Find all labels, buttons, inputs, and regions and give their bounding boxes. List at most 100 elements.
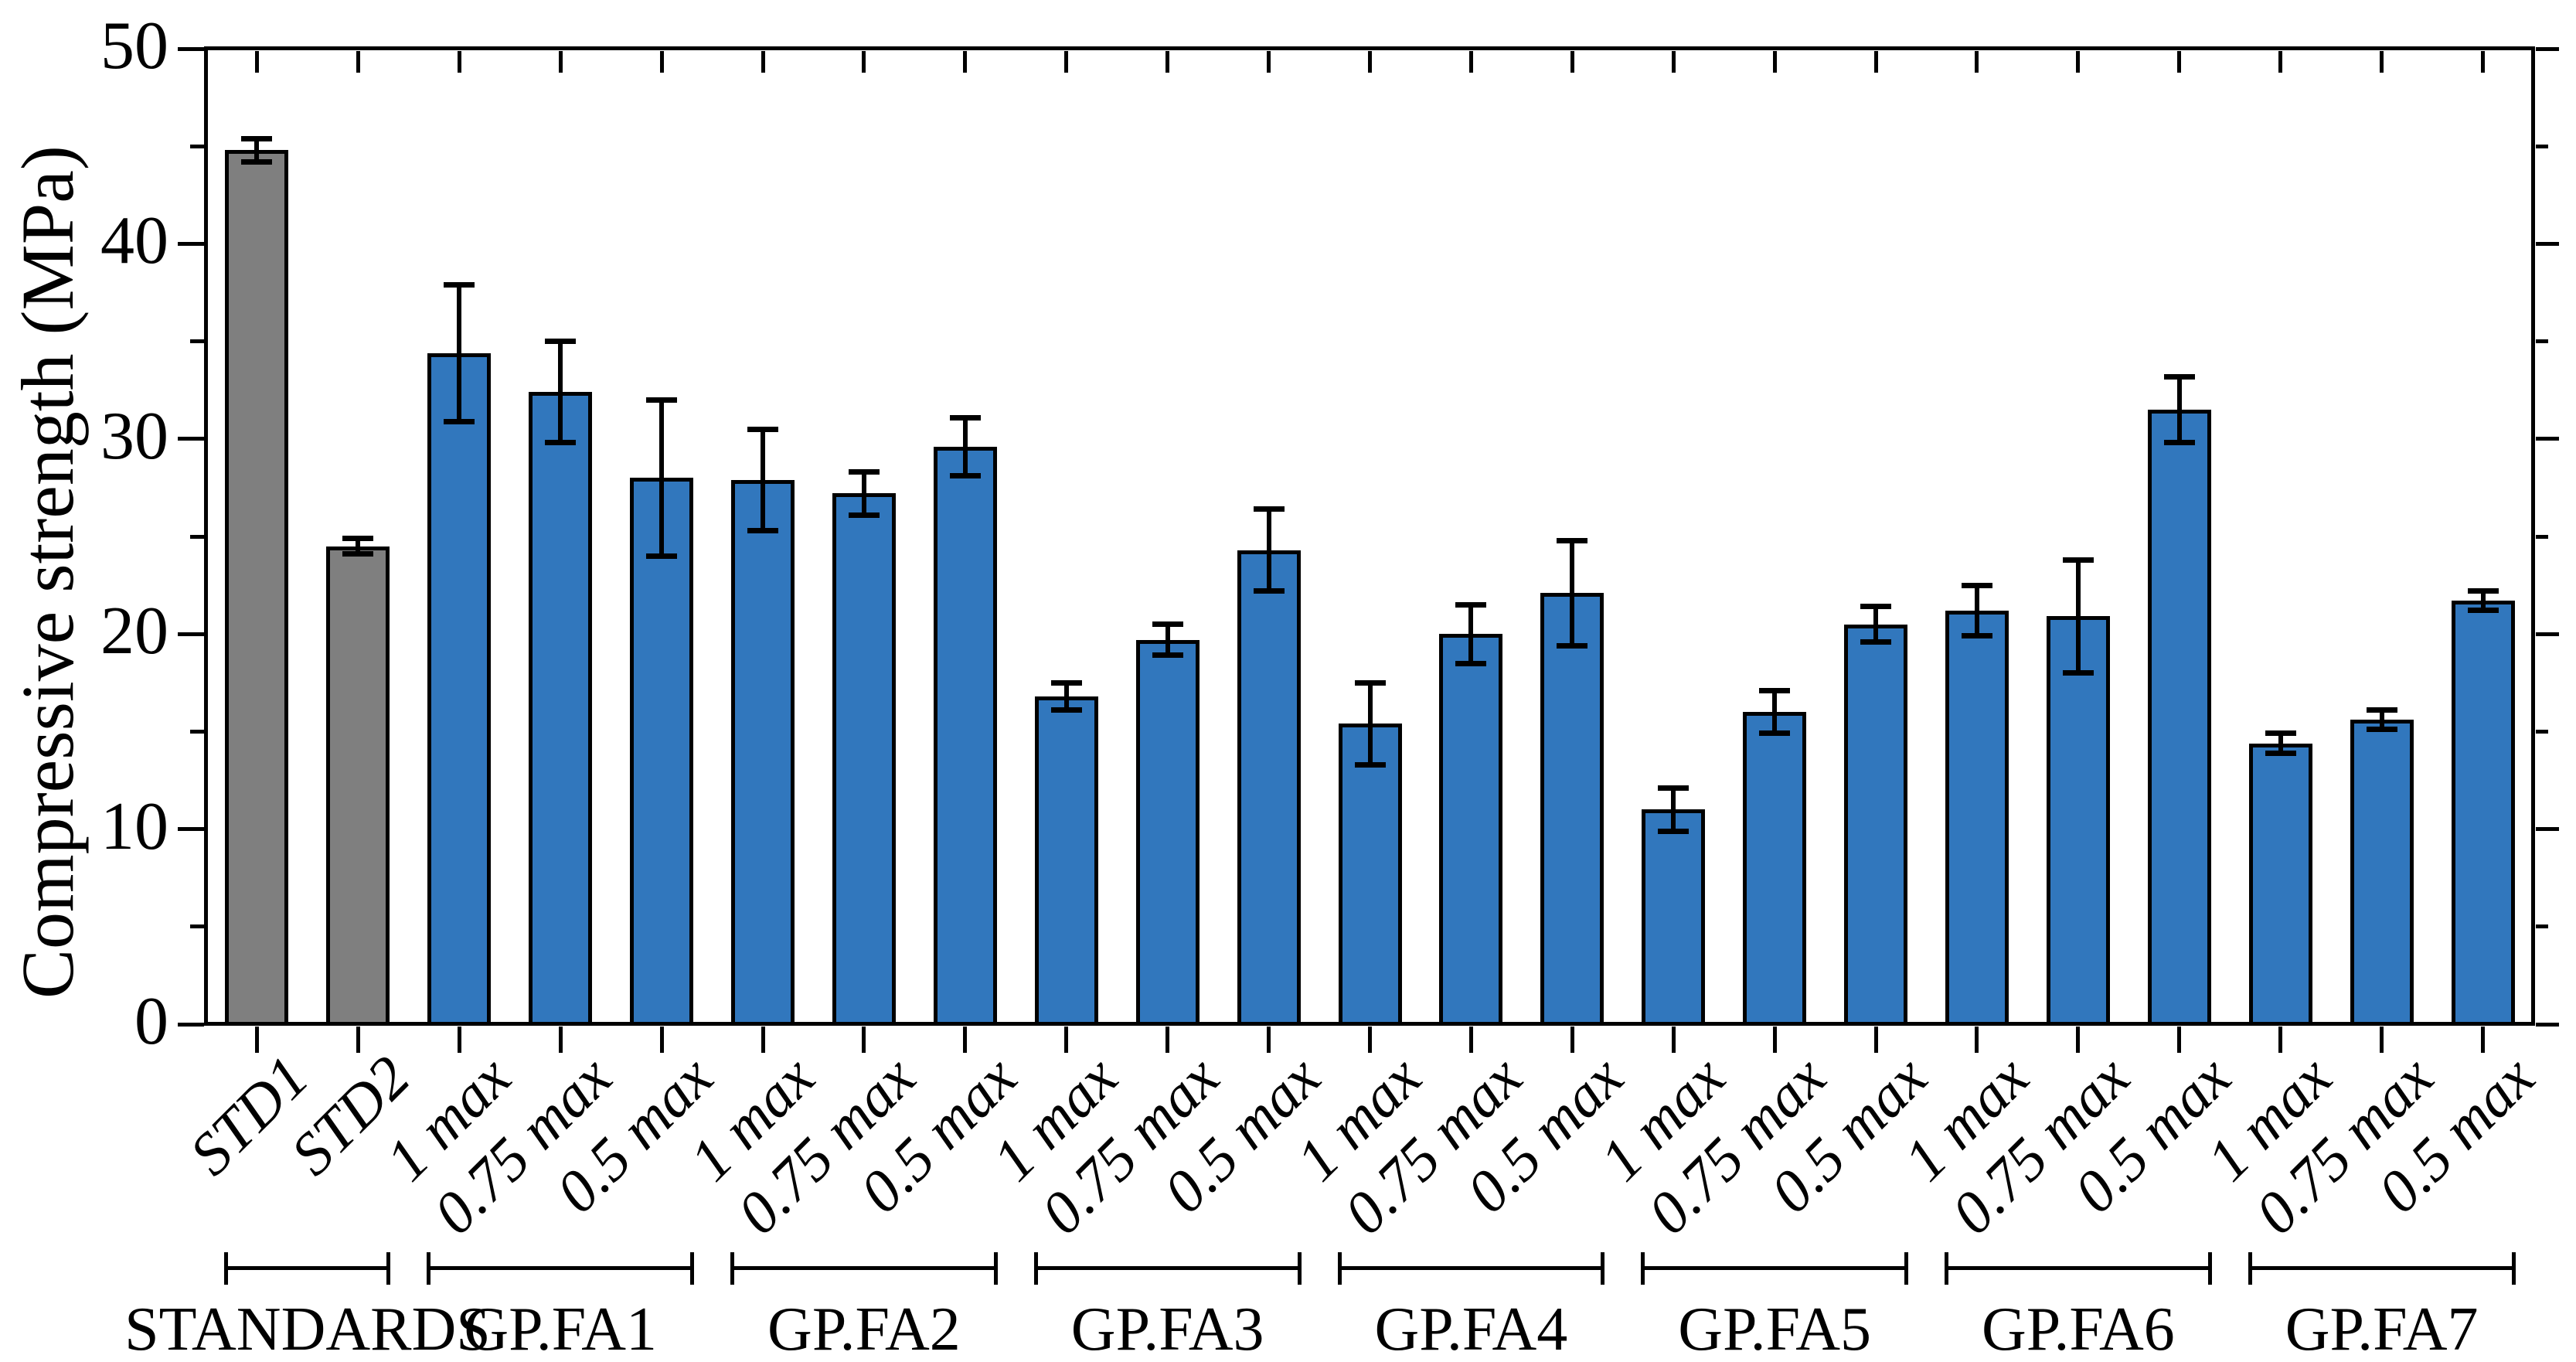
group-bracket [2248, 1266, 2516, 1270]
x-tick-bottom [963, 1027, 968, 1053]
error-bar-cap-bottom [2163, 440, 2195, 446]
x-tick-top [1368, 50, 1372, 73]
x-tick-top [862, 50, 866, 73]
y-major-tick-right [2536, 437, 2559, 441]
y-major-tick-left [178, 827, 204, 832]
x-tick-bottom [1468, 1027, 1473, 1053]
error-bar-cap-top [2163, 373, 2195, 380]
error-bar-cap-top [1253, 506, 1285, 512]
error-bar-cap-bottom [545, 440, 577, 446]
x-tick-bottom [1267, 1027, 1271, 1053]
error-bar-cap-top [342, 536, 374, 542]
x-tick-bottom [356, 1027, 360, 1053]
error-bar-cap-top [1759, 687, 1791, 693]
error-bar-stem [457, 284, 462, 422]
bar-gp-fa6-0.75-max [2046, 616, 2110, 1026]
error-bar-stem [1165, 624, 1170, 655]
error-bar-cap-top [2062, 557, 2094, 563]
y-major-tick-right [2536, 241, 2559, 246]
bar-gp-fa7-1-max [2248, 743, 2312, 1026]
bar-gp-fa7-0.75-max [2350, 720, 2414, 1026]
group-bracket-cap-right [2511, 1252, 2516, 1285]
error-bar-cap-bottom [444, 418, 475, 424]
error-bar-cap-top [1050, 679, 1082, 686]
group-bracket-cap-left [2248, 1252, 2252, 1285]
group-bracket [1944, 1266, 2212, 1270]
x-tick-top [1468, 50, 1473, 73]
error-bar-cap-top [747, 426, 779, 432]
error-bar-cap-top [1354, 679, 1386, 686]
x-tick-top [1064, 50, 1069, 73]
group-bracket-cap-left [1944, 1252, 1948, 1285]
group-label: GP.FA5 [1678, 1296, 1871, 1362]
error-bar-cap-top [949, 414, 981, 421]
x-tick-bottom [2380, 1027, 2384, 1053]
y-tick-label: 40 [100, 203, 168, 279]
error-bar-cap-top [1658, 785, 1690, 792]
y-minor-tick-left [190, 534, 204, 539]
x-tick-bottom [862, 1027, 866, 1053]
group-bracket-cap-right [1297, 1252, 1302, 1285]
x-tick-bottom [254, 1027, 259, 1053]
error-bar-cap-bottom [747, 527, 779, 533]
error-bar-cap-bottom [848, 512, 880, 518]
error-bar-cap-bottom [1050, 707, 1082, 713]
error-bar-cap-bottom [2265, 750, 2296, 756]
x-tick-bottom [1064, 1027, 1069, 1053]
error-bar-stem [1468, 604, 1474, 664]
x-tick-top [2278, 50, 2283, 73]
y-major-tick-left [178, 437, 204, 441]
group-bracket-cap-right [2207, 1252, 2212, 1285]
bar-gp-fa4-0.75-max [1439, 634, 1503, 1026]
group-bracket-cap-right [1601, 1252, 1605, 1285]
bar-gp-fa5-0.5-max [1844, 624, 1908, 1026]
y-major-tick-right [2536, 1022, 2559, 1027]
error-bar-cap-top [2366, 707, 2397, 713]
error-bar-stem [2075, 560, 2081, 673]
error-bar-cap-bottom [1455, 660, 1487, 666]
error-bar-stem [962, 417, 968, 476]
bar-gp-fa2-0.5-max [933, 446, 997, 1026]
error-bar-stem [558, 341, 563, 443]
error-bar-cap-bottom [2062, 670, 2094, 676]
error-bar-stem [2176, 376, 2182, 443]
error-bar-cap-bottom [1759, 730, 1791, 737]
group-bracket-cap-right [386, 1252, 391, 1285]
x-tick-bottom [659, 1027, 664, 1053]
error-bar-cap-bottom [241, 158, 273, 165]
y-major-tick-left [178, 46, 204, 51]
x-tick-bottom [1671, 1027, 1676, 1053]
x-tick-bottom [2177, 1027, 2182, 1053]
group-label: GP.FA2 [767, 1296, 961, 1362]
bar-standards-STD2 [326, 546, 390, 1026]
x-tick-bottom [1570, 1027, 1574, 1053]
y-major-tick-left [178, 241, 204, 246]
error-bar-cap-top [2467, 588, 2499, 594]
group-bracket-cap-left [1641, 1252, 1645, 1285]
group-label: GP.FA1 [464, 1296, 658, 1362]
error-bar-stem [1570, 540, 1575, 646]
group-bracket-cap-left [1337, 1252, 1342, 1285]
error-bar-stem [1266, 509, 1271, 591]
x-tick-top [254, 50, 259, 73]
group-label: GP.FA4 [1374, 1296, 1568, 1362]
bar-gp-fa4-1-max [1338, 724, 1402, 1026]
bar-gp-fa6-0.5-max [2147, 409, 2211, 1026]
x-tick-bottom [1772, 1027, 1777, 1053]
error-bar-cap-bottom [1152, 652, 1183, 659]
x-tick-bottom [1873, 1027, 1878, 1053]
y-minor-tick-right [2536, 534, 2548, 539]
x-tick-top [1165, 50, 1170, 73]
error-bar-cap-bottom [1354, 761, 1386, 768]
y-tick-label: 20 [100, 594, 168, 669]
bar-gp-fa5-1-max [1642, 809, 1706, 1026]
x-tick-bottom [2481, 1027, 2486, 1053]
error-bar-cap-bottom [949, 473, 981, 479]
error-bar-cap-top [646, 397, 678, 403]
x-tick-top [1772, 50, 1777, 73]
y-minor-tick-left [190, 729, 204, 734]
group-bracket [224, 1266, 391, 1270]
x-tick-top [2177, 50, 2182, 73]
bar-gp-fa5-0.75-max [1743, 712, 1807, 1026]
